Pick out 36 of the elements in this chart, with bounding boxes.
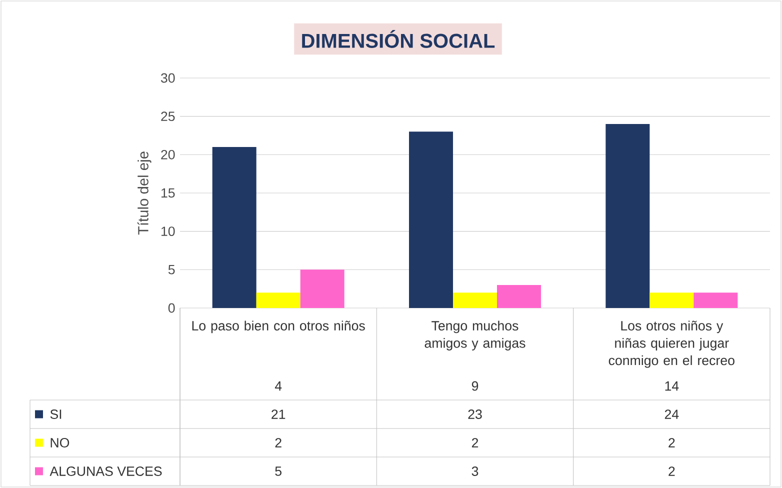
- bar: [256, 292, 300, 308]
- data-label: 2: [275, 438, 282, 448]
- x-tick-label: Tengo muchos amigos y amigas: [424, 320, 526, 350]
- bar: [409, 132, 454, 308]
- y-axis-title: Título del eje: [137, 152, 152, 235]
- y-tick-label: 25: [161, 112, 175, 122]
- bar: [453, 292, 497, 308]
- y-tick-label: 10: [161, 226, 175, 236]
- y-tick-label: 0: [168, 303, 175, 313]
- legend-label: NO: [50, 438, 70, 448]
- bar: [606, 124, 650, 308]
- legend-label: SI: [50, 410, 62, 419]
- y-tick-label: 5: [168, 264, 175, 274]
- bar: [300, 270, 344, 308]
- x-tick-label: Lo paso bien con otros niños: [192, 320, 365, 334]
- data-label: 3: [472, 466, 478, 476]
- bar: [694, 292, 738, 308]
- data-label: 5: [275, 466, 282, 476]
- data-label: 21: [272, 410, 286, 419]
- data-label: 2: [668, 466, 675, 476]
- text: 9: [472, 381, 478, 391]
- text: 14: [665, 381, 679, 391]
- x-tick-label: Los otros niños y niñas quieren jugar conmigo en el recreo: [608, 320, 734, 368]
- bar: [212, 146, 256, 308]
- legend-label: ALGUNAS VECES: [50, 466, 162, 476]
- data-label: 2: [668, 438, 675, 448]
- data-label: 2: [472, 438, 478, 448]
- text: 4: [274, 381, 282, 391]
- bar: [650, 292, 694, 308]
- y-tick-label: 15: [161, 188, 175, 198]
- y-tick-label: 30: [160, 73, 175, 83]
- bar: [497, 284, 541, 308]
- chart-title: DIMENSIÓN SOCIAL: [302, 30, 495, 48]
- data-label: 24: [664, 410, 679, 419]
- data-label: 23: [468, 410, 482, 419]
- y-tick-label: 20: [161, 150, 175, 160]
